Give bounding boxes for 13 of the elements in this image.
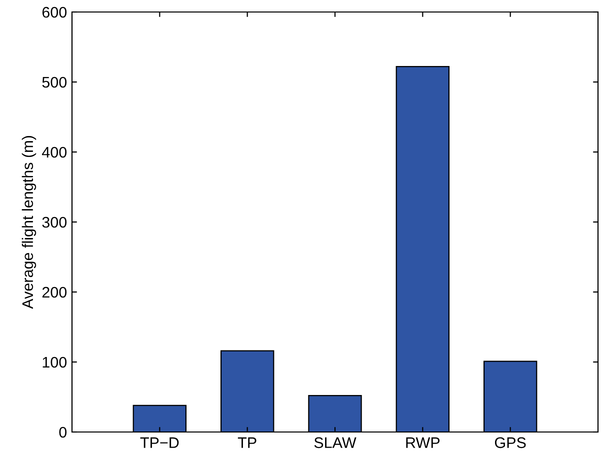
y-axis-title: Average flight lengths (m) (22, 136, 36, 309)
x-tick-label: RWP (406, 437, 440, 448)
y-tick-label: 500 (42, 76, 67, 88)
y-tick-label: 0 (59, 426, 67, 438)
x-tick-label: TP−D (140, 437, 179, 448)
y-tick-label: 400 (42, 146, 67, 158)
x-tick-label: SLAW (314, 437, 356, 448)
y-tick-label: 200 (42, 286, 67, 298)
x-tick-label: GPS (494, 437, 526, 448)
y-tick-label: 600 (42, 6, 67, 18)
x-tick-label: TP (238, 437, 256, 448)
y-tick-label: 100 (42, 356, 67, 368)
y-tick-label: 300 (42, 216, 67, 228)
